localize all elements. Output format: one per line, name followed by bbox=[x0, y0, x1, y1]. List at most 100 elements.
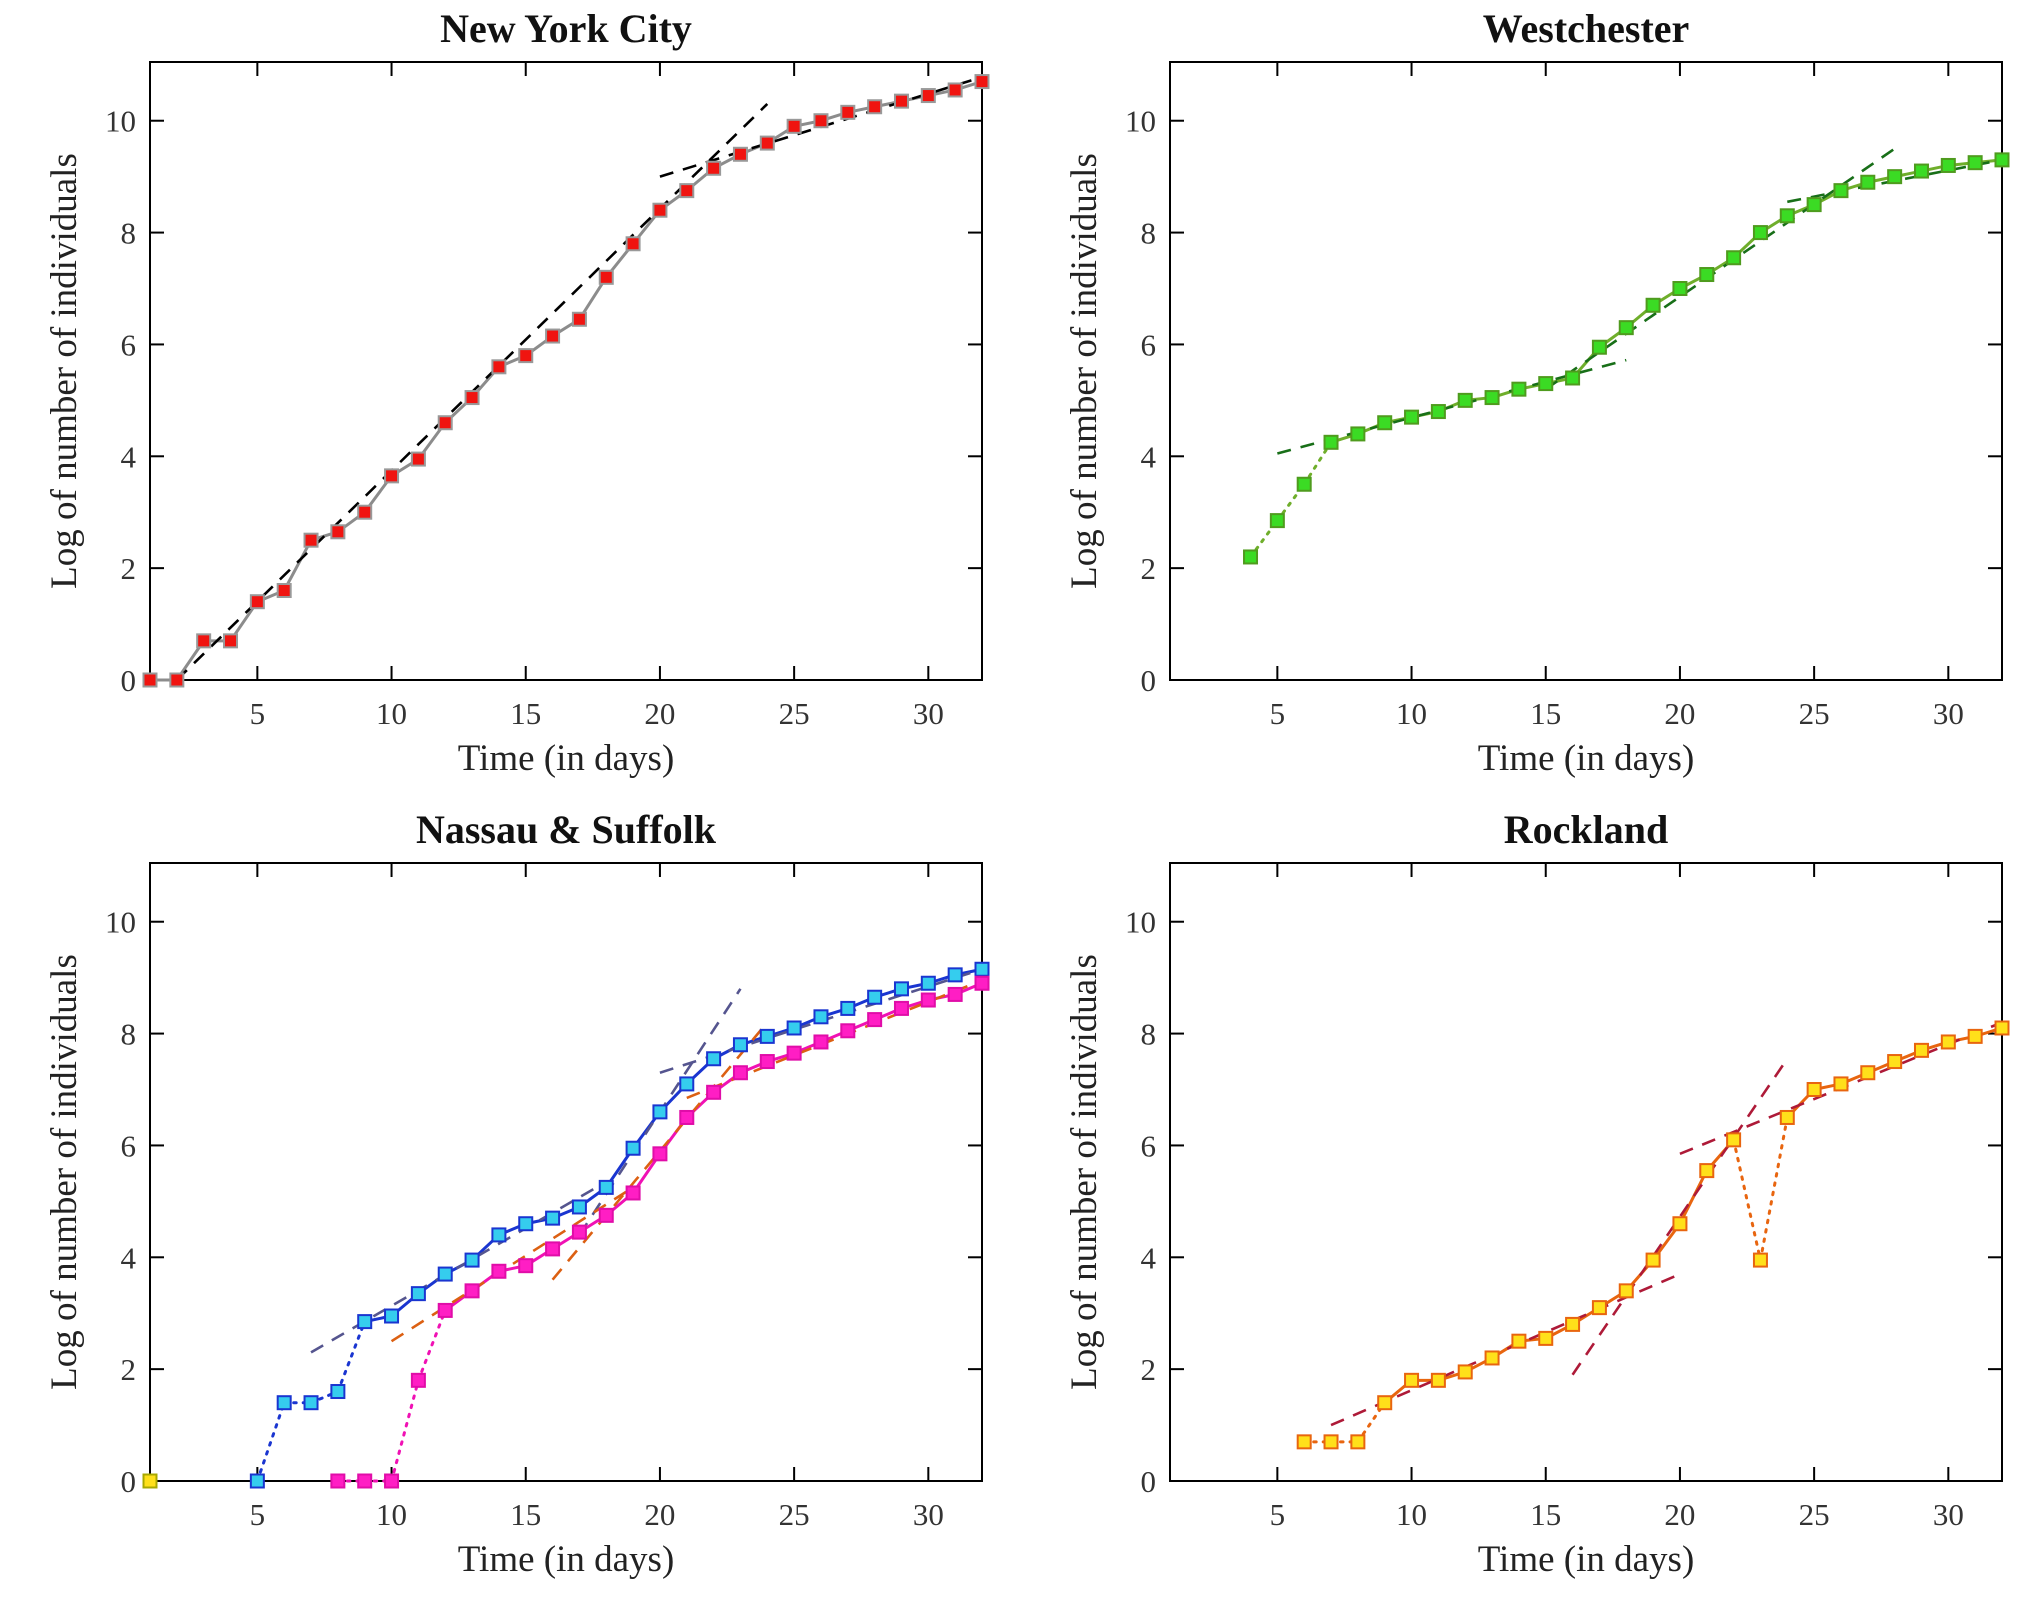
data-point-marker bbox=[974, 975, 990, 991]
data-point-marker bbox=[1645, 1252, 1661, 1268]
data-point-marker bbox=[920, 975, 936, 991]
series-blue-series bbox=[255, 967, 984, 1483]
data-point-marker bbox=[1565, 370, 1581, 386]
data-point-marker bbox=[947, 986, 963, 1002]
data-point-marker bbox=[974, 961, 990, 977]
data-point-marker bbox=[1940, 1034, 1956, 1050]
data-point-marker bbox=[867, 989, 883, 1005]
data-point-marker bbox=[491, 1227, 507, 1243]
data-point-marker bbox=[1484, 390, 1500, 406]
data-point-marker bbox=[732, 1065, 748, 1081]
data-point-marker bbox=[759, 1054, 775, 1070]
y-tick-label: 0 bbox=[1141, 1464, 1157, 1499]
chart-title: New York City bbox=[440, 6, 692, 51]
data-point-marker bbox=[1726, 1132, 1742, 1148]
data-point-marker bbox=[518, 348, 534, 364]
x-tick-label: 20 bbox=[644, 696, 675, 731]
data-point-marker bbox=[571, 1199, 587, 1215]
data-point-marker bbox=[625, 1140, 641, 1156]
data-point-marker bbox=[598, 1179, 614, 1195]
data-point-marker bbox=[330, 524, 346, 540]
data-point-marker bbox=[652, 202, 668, 218]
x-tick-label: 15 bbox=[1530, 1497, 1561, 1532]
x-axis-label: Time (in days) bbox=[1478, 1539, 1695, 1580]
data-point-marker bbox=[1967, 155, 1983, 171]
data-point-marker bbox=[1269, 513, 1285, 529]
series-segment bbox=[255, 1401, 286, 1483]
series-segment bbox=[1732, 1138, 1762, 1262]
data-point-marker bbox=[867, 1012, 883, 1028]
x-axis-label: Time (in days) bbox=[458, 738, 675, 779]
plot-area: 5 10 15 20 25 30 0 2 4 6 8 10 bbox=[1125, 862, 2010, 1532]
data-point-marker bbox=[1243, 549, 1259, 565]
x-tick-label: 25 bbox=[1799, 1497, 1830, 1532]
data-point-marker bbox=[625, 236, 641, 252]
data-point-marker bbox=[786, 1020, 802, 1036]
data-point-marker bbox=[652, 1104, 668, 1120]
data-point-marker bbox=[1994, 1020, 2010, 1036]
y-tick-label: 4 bbox=[1141, 1240, 1157, 1275]
chart-svg-new-york-city: New York City Time (in days) Log of numb… bbox=[44, 6, 990, 779]
data-point-marker bbox=[1752, 1252, 1768, 1268]
data-point-marker bbox=[1752, 225, 1768, 241]
data-point-marker bbox=[1591, 339, 1607, 355]
y-axis-label: Log of number of individuals bbox=[1064, 153, 1105, 589]
data-point-marker bbox=[813, 1009, 829, 1025]
data-point-marker bbox=[357, 1473, 373, 1489]
y-tick-label: 2 bbox=[1141, 1352, 1157, 1387]
axes: 5 10 15 20 25 30 0 2 4 6 8 10 bbox=[105, 862, 983, 1532]
trend-line bbox=[1571, 1058, 1789, 1376]
axes: 5 10 15 20 25 30 0 2 4 6 8 10 bbox=[1125, 61, 2003, 731]
plot-area: 5 10 15 20 25 30 0 2 4 6 8 10 bbox=[1125, 61, 2010, 731]
data-point-marker bbox=[1887, 1054, 1903, 1070]
data-point-marker bbox=[384, 468, 400, 484]
data-point-marker bbox=[1511, 381, 1527, 397]
data-point-marker bbox=[1860, 174, 1876, 190]
y-tick-label: 4 bbox=[1141, 439, 1157, 474]
x-tick-label: 30 bbox=[1933, 1497, 1964, 1532]
series-green-series bbox=[1249, 158, 2004, 559]
x-tick-label: 25 bbox=[779, 696, 810, 731]
extra-data-point-marker bbox=[142, 1473, 158, 1489]
data-point-marker bbox=[1672, 281, 1688, 297]
data-point-marker bbox=[1699, 267, 1715, 283]
data-point-marker bbox=[840, 1023, 856, 1039]
data-point-marker bbox=[1779, 1109, 1795, 1125]
x-tick-label: 30 bbox=[913, 696, 944, 731]
x-axis-label: Time (in days) bbox=[1478, 738, 1695, 779]
markers-green-series bbox=[1243, 152, 2010, 565]
y-tick-label: 0 bbox=[121, 1464, 137, 1499]
chart-svg-rockland: Rockland Time (in days) Log of number of… bbox=[1064, 807, 2010, 1580]
y-tick-label: 2 bbox=[121, 1352, 137, 1387]
data-point-marker bbox=[491, 359, 507, 375]
data-point-marker bbox=[545, 1241, 561, 1257]
data-point-marker bbox=[598, 1207, 614, 1223]
x-tick-label: 15 bbox=[510, 1497, 541, 1532]
data-point-marker bbox=[1323, 1434, 1339, 1450]
data-point-marker bbox=[1350, 1434, 1366, 1450]
data-point-marker bbox=[384, 1308, 400, 1324]
data-point-marker bbox=[196, 633, 212, 649]
data-point-marker bbox=[706, 1051, 722, 1067]
trend-line bbox=[390, 1186, 634, 1343]
data-point-marker bbox=[759, 135, 775, 151]
x-tick-label: 10 bbox=[1396, 1497, 1427, 1532]
data-point-marker bbox=[1296, 476, 1312, 492]
data-point-marker bbox=[1538, 376, 1554, 392]
data-point-marker bbox=[464, 1252, 480, 1268]
data-point-marker bbox=[1618, 320, 1634, 336]
chart-svg-nassau-suffolk: Nassau & Suffolk Time (in days) Log of n… bbox=[44, 807, 990, 1580]
series-magenta-series bbox=[336, 981, 984, 1483]
data-point-marker bbox=[893, 981, 909, 997]
x-tick-label: 20 bbox=[1664, 696, 1695, 731]
data-point-marker bbox=[491, 1263, 507, 1279]
x-tick-label: 10 bbox=[376, 1497, 407, 1532]
y-tick-label: 4 bbox=[121, 439, 137, 474]
y-tick-label: 0 bbox=[121, 663, 137, 698]
data-point-marker bbox=[759, 1028, 775, 1044]
y-tick-label: 4 bbox=[121, 1240, 137, 1275]
y-tick-label: 10 bbox=[105, 905, 136, 940]
data-point-marker bbox=[1511, 1333, 1527, 1349]
data-point-marker bbox=[303, 532, 319, 548]
